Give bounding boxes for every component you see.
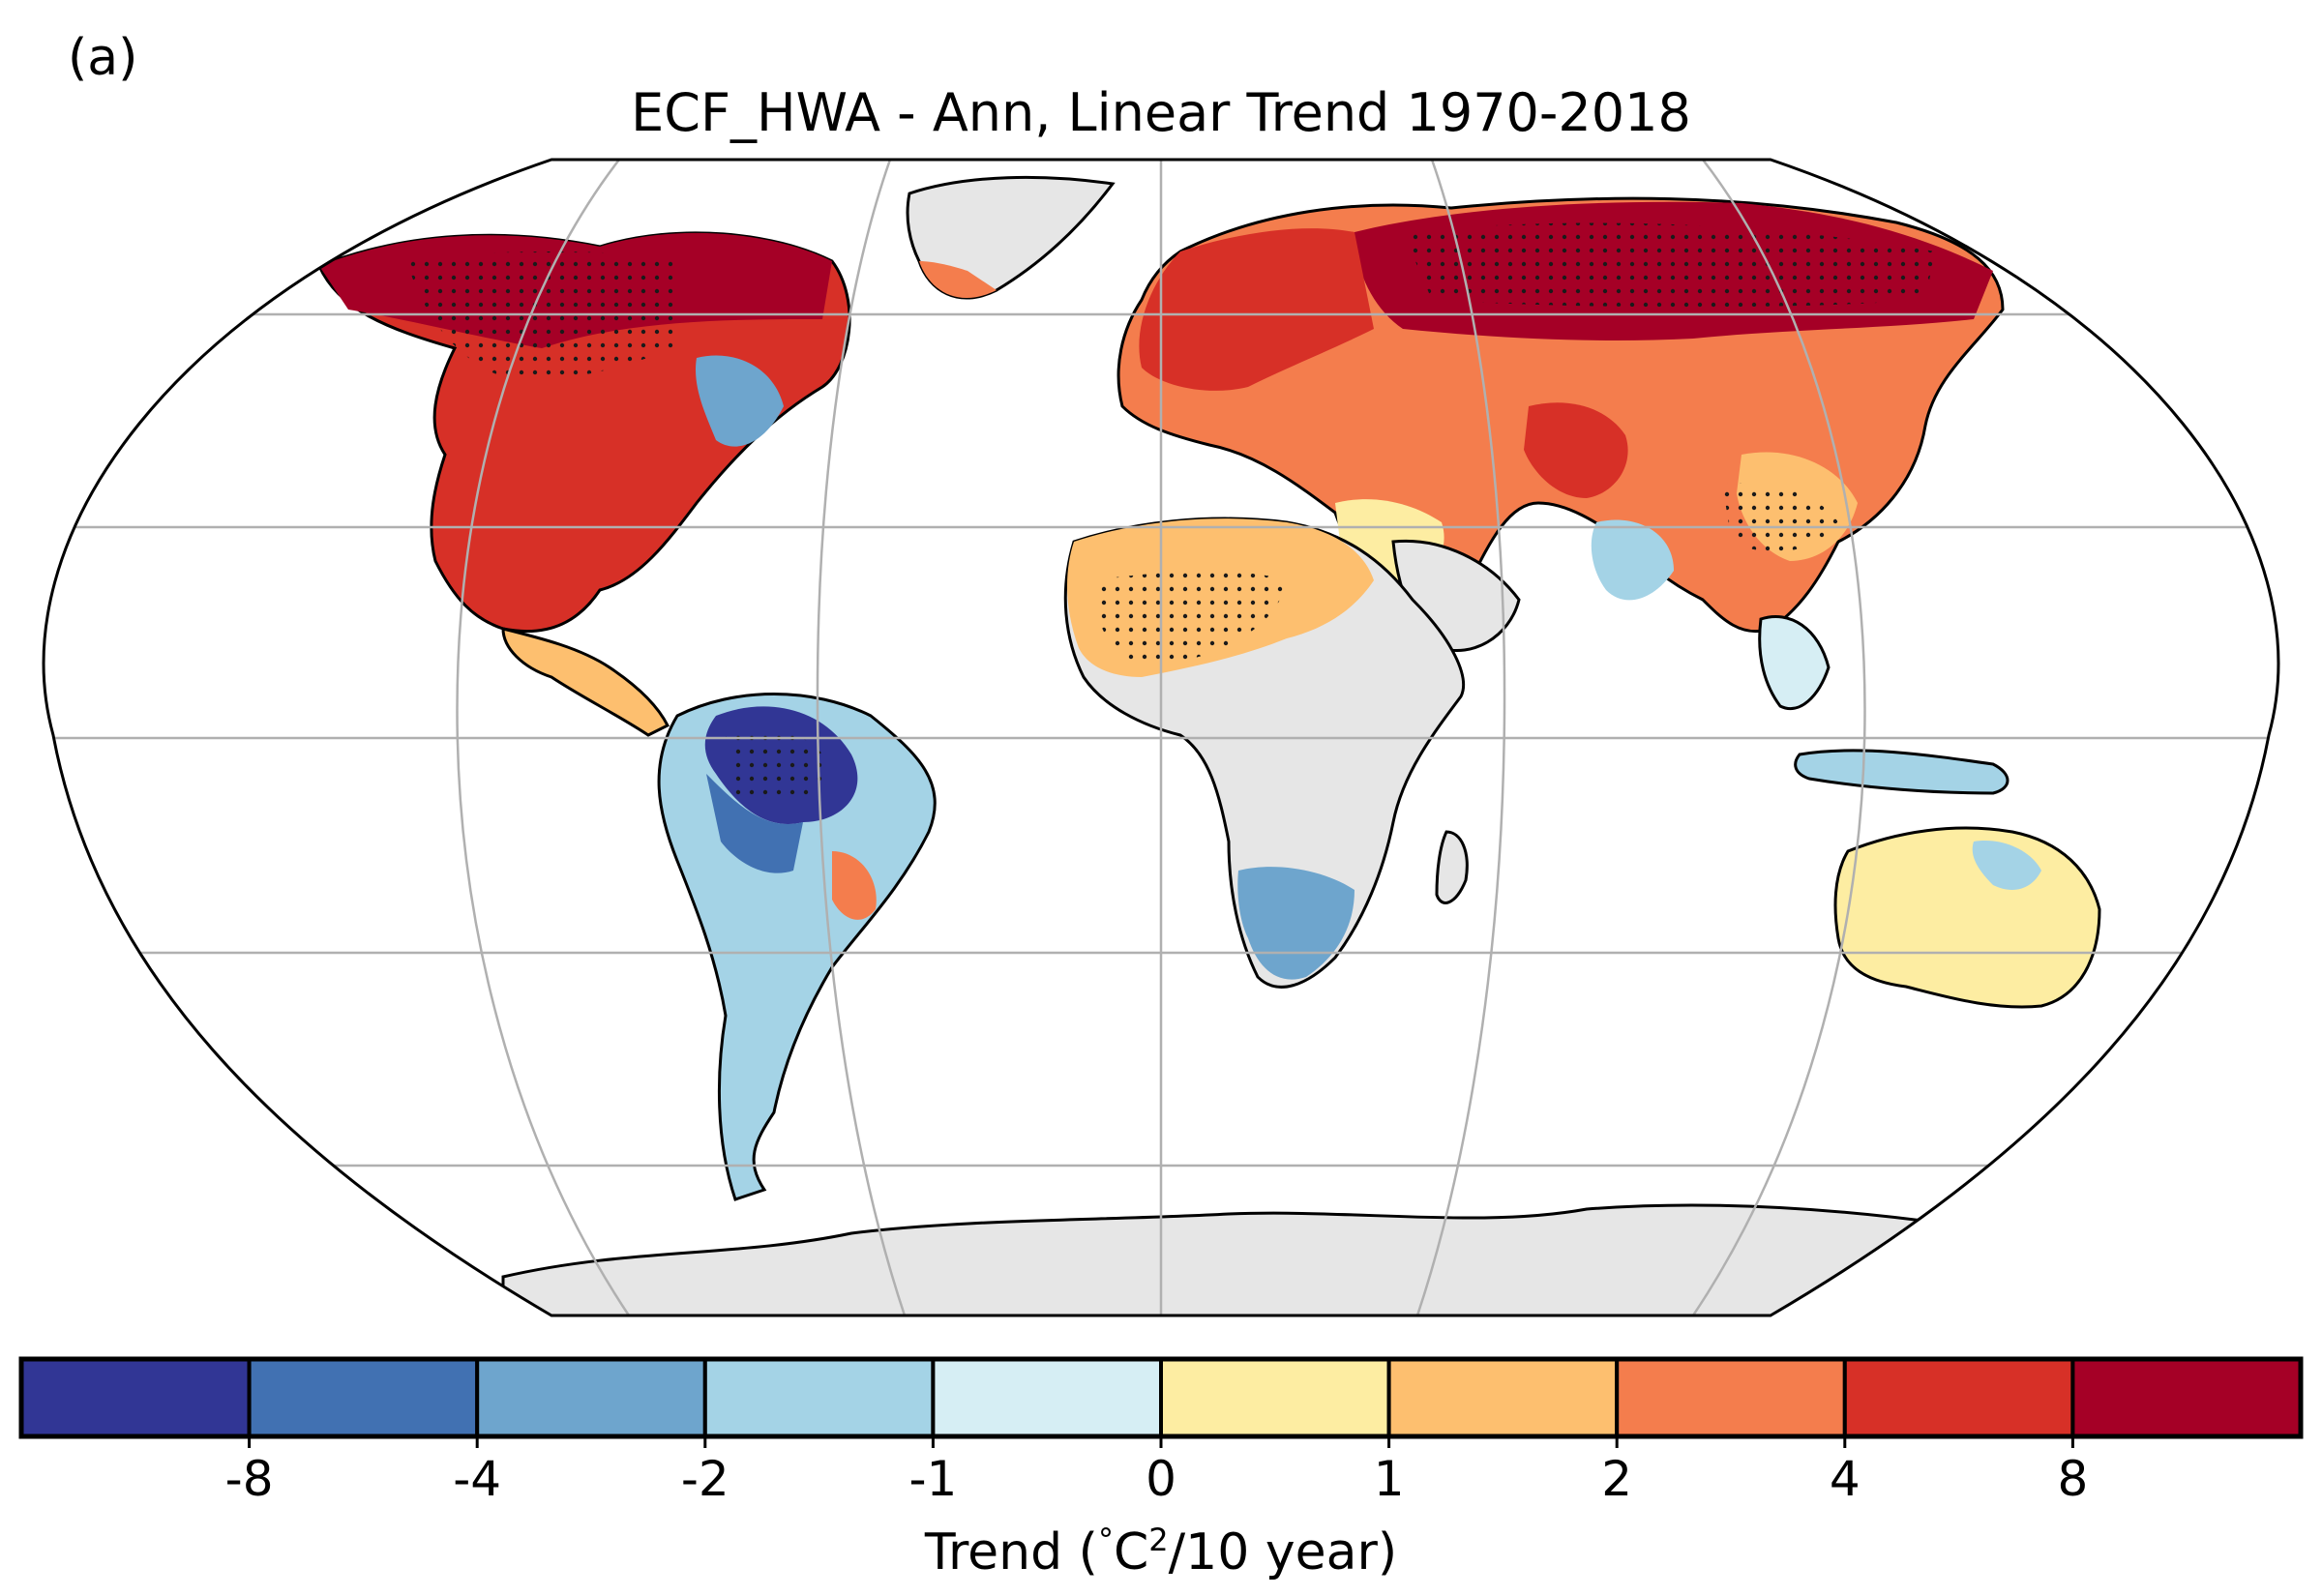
colorbar-tick-label: 1 xyxy=(1373,1451,1405,1507)
north-america-east xyxy=(696,355,784,447)
colorbar-segment xyxy=(247,1357,480,1438)
greenland-edge xyxy=(919,261,997,299)
stipple-siberia xyxy=(1403,222,1935,308)
southern-africa xyxy=(1237,867,1354,980)
colorbar-segment xyxy=(1842,1357,2075,1438)
indonesia xyxy=(1794,749,2009,795)
sa-warm xyxy=(832,851,877,920)
colorbar-segment xyxy=(702,1357,936,1438)
europe-red xyxy=(1139,228,1374,391)
colorbar-ticks: -8 -4 -2 -1 0 1 2 4 8 xyxy=(0,1451,2322,1509)
australia xyxy=(1833,826,2101,1009)
colorbar-tick-label: -8 xyxy=(224,1451,274,1507)
colorbar-tick-label: 2 xyxy=(1601,1451,1633,1507)
madagascar xyxy=(1435,830,1469,904)
map-outline xyxy=(42,158,2280,1317)
colorbar-segment xyxy=(931,1357,1164,1438)
colorbar-segment xyxy=(19,1357,252,1438)
colorbar-tick-label: -1 xyxy=(908,1451,958,1507)
india-blue xyxy=(1591,519,1674,601)
colorbar-label: Trend (°C2/10 year) xyxy=(924,1522,1398,1581)
australia-blue xyxy=(1972,841,2041,890)
colorbar-segment xyxy=(475,1357,707,1438)
colorbar-segment xyxy=(2070,1357,2303,1438)
central-asia-red xyxy=(1524,402,1628,498)
amazon-mid xyxy=(706,774,803,873)
graticule xyxy=(44,160,2278,1315)
map-title: ECF_HWA - Ann, Linear Trend 1970-2018 xyxy=(631,82,1691,143)
stipple-sahara xyxy=(1093,571,1287,667)
colorbar-tick-label: 4 xyxy=(1829,1451,1861,1507)
new-zealand xyxy=(2129,1010,2185,1062)
colorbar-segment xyxy=(1159,1357,1391,1438)
se-asia xyxy=(1758,614,1831,711)
colorbar-tick-label: -4 xyxy=(453,1451,502,1507)
central-america xyxy=(501,627,670,737)
colorbar-tick-label: -2 xyxy=(680,1451,729,1507)
colorbar-tick-label: 8 xyxy=(2057,1451,2089,1507)
colorbar-tick-label: 0 xyxy=(1146,1451,1176,1507)
colorbar-segment xyxy=(1386,1357,1620,1438)
stipple-amazon xyxy=(726,729,832,804)
panel-label: (a) xyxy=(68,29,138,87)
colorbar xyxy=(18,1356,2304,1448)
stipple-north-america xyxy=(406,251,677,380)
colorbar-segment xyxy=(1615,1357,1847,1438)
stipple-china xyxy=(1722,483,1838,552)
greenland xyxy=(906,175,1116,300)
